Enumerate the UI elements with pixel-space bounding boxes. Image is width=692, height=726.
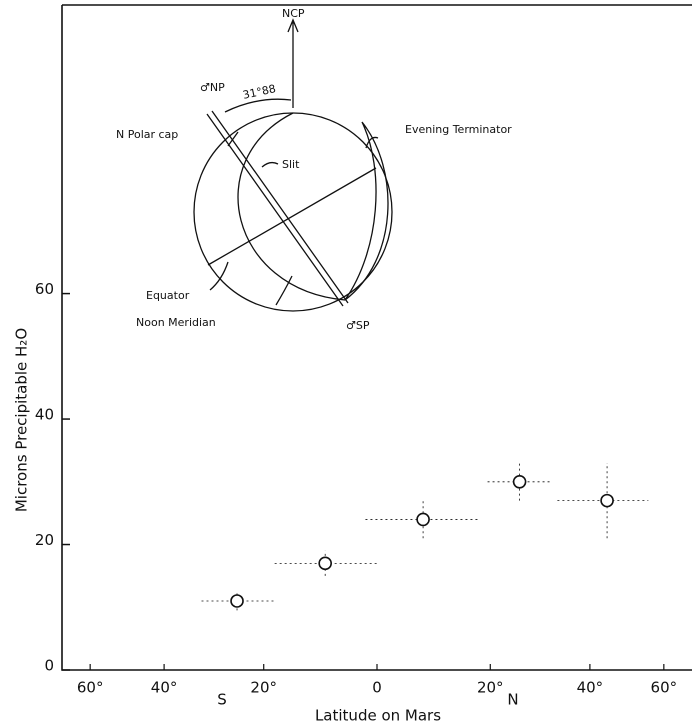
annotation: NCP: [282, 7, 305, 20]
pointer: [209, 131, 379, 306]
data-point: [512, 474, 527, 489]
x-tick-label: 20°: [250, 679, 277, 697]
ncp-arrow: [287, 18, 299, 108]
data-point: [416, 512, 430, 527]
y-tick-label: 20: [35, 531, 54, 549]
x-tick-label: 60°: [651, 679, 678, 697]
mars-diagram: [193, 18, 393, 312]
side-label: N: [507, 691, 518, 709]
x-tick-label: 20°: [477, 679, 504, 697]
side-label: S: [217, 691, 227, 709]
annotation: Evening Terminator: [405, 123, 512, 136]
x-tick-label: 0: [372, 679, 382, 697]
angle-arc: [224, 98, 292, 113]
y-tick-label: 60: [35, 280, 54, 298]
data-point: [318, 556, 332, 571]
annotation: Slit: [282, 158, 300, 171]
y-tick-label: 0: [44, 657, 54, 675]
x-tick-label: 40°: [151, 679, 178, 697]
annotation: Noon Meridian: [136, 316, 216, 329]
axis-frame: [61, 4, 692, 671]
data-point: [600, 493, 614, 508]
data-point: [230, 594, 244, 608]
mars-disk: [193, 112, 393, 312]
x-tick-label: 40°: [577, 679, 604, 697]
annotation: ♂SP: [346, 319, 370, 332]
y-tick-label: 40: [35, 406, 54, 424]
annotation: N Polar cap: [116, 128, 178, 141]
x-tick-label: 60°: [77, 679, 104, 697]
x-axis-title: Latitude on Mars: [315, 707, 441, 725]
noon-meridian: [237, 112, 346, 301]
y-axis-title: Microns Precipitable H₂O: [13, 328, 31, 512]
annotation: ♂NP: [200, 81, 225, 94]
terminator: [344, 121, 389, 301]
annotation: Equator: [146, 289, 190, 302]
equator: [207, 167, 377, 266]
slit: [206, 110, 349, 307]
